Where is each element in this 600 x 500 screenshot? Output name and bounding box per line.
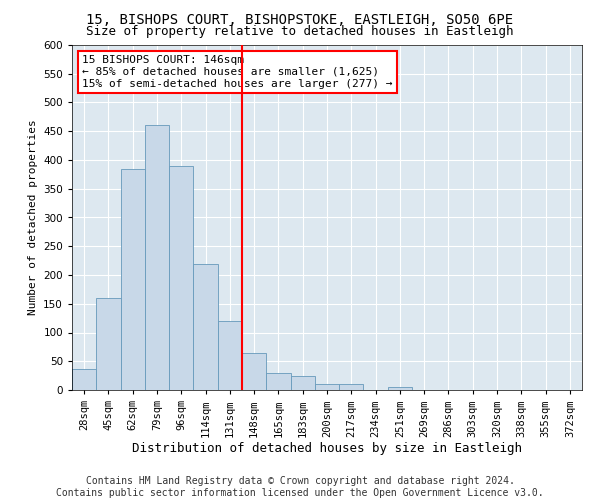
Bar <box>315 384 339 390</box>
Bar <box>339 384 364 390</box>
Bar <box>72 368 96 390</box>
Bar <box>121 168 145 390</box>
Y-axis label: Number of detached properties: Number of detached properties <box>28 120 38 316</box>
Text: 15, BISHOPS COURT, BISHOPSTOKE, EASTLEIGH, SO50 6PE: 15, BISHOPS COURT, BISHOPSTOKE, EASTLEIG… <box>86 12 514 26</box>
Bar <box>193 264 218 390</box>
Bar <box>218 321 242 390</box>
Bar <box>145 126 169 390</box>
Bar <box>96 298 121 390</box>
Text: Size of property relative to detached houses in Eastleigh: Size of property relative to detached ho… <box>86 25 514 38</box>
X-axis label: Distribution of detached houses by size in Eastleigh: Distribution of detached houses by size … <box>132 442 522 455</box>
Text: 15 BISHOPS COURT: 146sqm
← 85% of detached houses are smaller (1,625)
15% of sem: 15 BISHOPS COURT: 146sqm ← 85% of detach… <box>82 56 392 88</box>
Bar <box>290 376 315 390</box>
Bar <box>169 166 193 390</box>
Bar <box>242 352 266 390</box>
Bar <box>266 373 290 390</box>
Text: Contains HM Land Registry data © Crown copyright and database right 2024.
Contai: Contains HM Land Registry data © Crown c… <box>56 476 544 498</box>
Bar <box>388 387 412 390</box>
